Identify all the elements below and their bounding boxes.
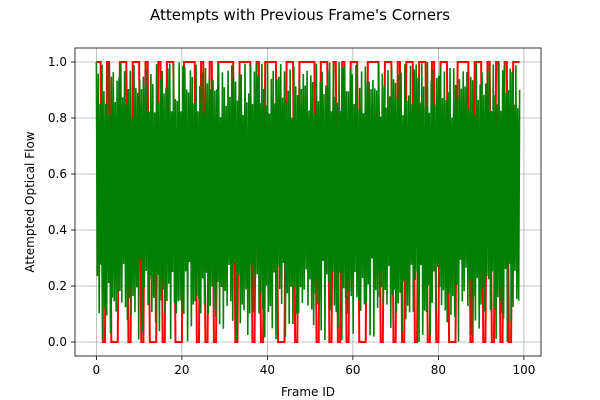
y-axis-label: Attempted Optical Flow — [23, 131, 37, 272]
x-tick-label: 100 — [512, 363, 535, 377]
x-axis-ticks: 0 20 40 60 80 100 — [93, 356, 535, 377]
y-tick-label: 0.0 — [48, 335, 67, 349]
x-tick-label: 0 — [93, 363, 101, 377]
x-tick-label: 20 — [174, 363, 189, 377]
y-tick-label: 0.6 — [48, 167, 67, 181]
y-tick-label: 0.8 — [48, 111, 67, 125]
x-axis-label: Frame ID — [281, 385, 335, 399]
y-tick-label: 0.4 — [48, 223, 67, 237]
y-tick-label: 0.2 — [48, 279, 67, 293]
y-axis-ticks: 0.0 0.2 0.4 0.6 0.8 1.0 — [48, 55, 75, 349]
x-tick-label: 40 — [260, 363, 275, 377]
series-green — [95, 61, 521, 342]
red-series-line — [96, 61, 520, 343]
green-series-line — [95, 61, 521, 342]
plot-frame — [74, 47, 542, 357]
chart-title: Attempts with Previous Frame's Corners — [150, 6, 450, 24]
y-tick-label: 1.0 — [48, 55, 67, 69]
x-tick-label: 60 — [345, 363, 360, 377]
x-tick-label: 80 — [431, 363, 446, 377]
series-red — [96, 61, 520, 343]
